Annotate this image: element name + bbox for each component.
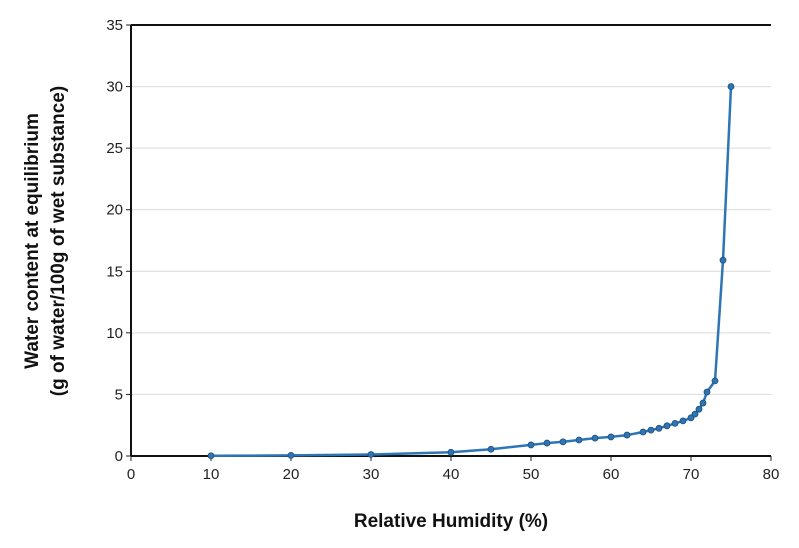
data-point xyxy=(663,422,671,430)
data-point xyxy=(591,434,599,442)
data-point xyxy=(647,426,655,434)
axes xyxy=(126,24,772,461)
y-tick-label: 20 xyxy=(106,202,123,219)
y-tick-label: 30 xyxy=(106,79,123,96)
data-point xyxy=(447,448,455,456)
x-tick-label: 30 xyxy=(363,466,380,483)
x-tick-label: 0 xyxy=(127,466,135,483)
data-point xyxy=(711,377,719,385)
data-point xyxy=(527,441,535,449)
data-point xyxy=(487,445,495,453)
y-tick-label: 10 xyxy=(106,325,123,342)
data-point xyxy=(655,424,663,432)
data-series xyxy=(207,83,735,460)
data-point xyxy=(623,431,631,439)
x-tick-label: 80 xyxy=(763,466,780,483)
data-point xyxy=(543,439,551,447)
data-point xyxy=(719,256,727,264)
x-tick-label: 70 xyxy=(683,466,700,483)
y-axis-title-line1: Water content at equilibrium xyxy=(22,113,43,369)
x-tick-label: 40 xyxy=(443,466,460,483)
data-point xyxy=(287,451,295,459)
data-point xyxy=(699,399,707,407)
gridlines xyxy=(131,86,771,395)
y-tick-label: 35 xyxy=(106,17,123,34)
data-point xyxy=(703,388,711,396)
data-point xyxy=(207,452,215,460)
data-point xyxy=(559,438,567,446)
x-tick-label: 50 xyxy=(523,466,540,483)
x-tick-label: 10 xyxy=(203,466,220,483)
data-point xyxy=(367,451,375,458)
y-axis-title-line2: (g of water/100g of wet substance) xyxy=(48,86,69,396)
data-point xyxy=(639,428,647,436)
x-tick-label: 60 xyxy=(603,466,620,483)
y-tick-label: 5 xyxy=(115,386,123,403)
data-point xyxy=(575,436,583,444)
x-axis-title: Relative Humidity (%) xyxy=(354,511,548,532)
data-point xyxy=(691,410,699,418)
y-tick-label: 0 xyxy=(115,448,123,465)
data-point xyxy=(607,433,615,441)
x-tick-labels: 0 10 20 30 40 50 60 70 80 xyxy=(127,466,780,483)
data-point xyxy=(671,419,679,427)
data-point xyxy=(695,405,703,413)
x-tick-label: 20 xyxy=(283,466,300,483)
data-point xyxy=(679,417,687,425)
y-tick-labels: 0 5 10 15 20 25 30 35 xyxy=(106,17,123,465)
data-point xyxy=(727,83,735,90)
y-tick-label: 15 xyxy=(106,263,123,280)
y-tick-label: 25 xyxy=(106,140,123,157)
